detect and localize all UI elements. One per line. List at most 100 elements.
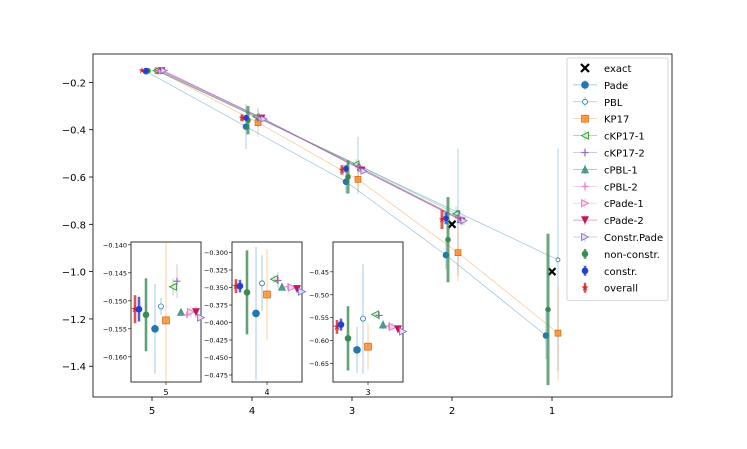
inset-point-cpade-1-shape: [288, 283, 297, 292]
y-tick-label: −0.6: [62, 173, 86, 184]
inset-y-tick-label: −0.60: [309, 337, 329, 345]
inset-point-cpade-1: [288, 283, 297, 292]
inset-point-constr--shape: [135, 305, 143, 313]
inset-x-label: 5: [163, 388, 168, 397]
series-line-ckp17-1: [155, 70, 457, 215]
legend-marker-ckp17-1: [580, 131, 589, 140]
legend-label: cPBL-1: [604, 165, 638, 176]
inset-point-kp17-shape: [162, 316, 170, 325]
legend-entry-cpade-1: cPade-1: [573, 198, 644, 210]
inset-y-tick-label: −0.65: [309, 360, 329, 368]
point-constr-: [343, 165, 349, 172]
main-plot-layer: −0.2 −0.4 −0.6 −0.8 −1.0 −1.2 −1.4 5 4 3 2 1: [62, 66, 562, 417]
point-constr-: [243, 115, 249, 121]
point-constr--shape: [243, 115, 249, 121]
legend-label: constr.: [604, 267, 637, 278]
point-non-constr-: [445, 236, 451, 243]
point-overall-shape: [438, 215, 446, 223]
point-kp17: [354, 176, 362, 183]
x-tick-label: 3: [349, 406, 355, 417]
inset-3: −0.45 −0.50 −0.55 −0.60 −0.65 3: [309, 241, 408, 397]
legend-entry-ckp17-2: cKP17-2: [573, 147, 645, 160]
inset-point-non-constr--shape: [344, 335, 352, 342]
inset-point-constr-: [236, 282, 244, 290]
legend-marker-cpade-1-shape: [581, 198, 590, 208]
inset-x-label: 4: [264, 388, 269, 397]
inset-point-pade-shape: [151, 324, 159, 333]
legend-entry-cpbl-2: cPBL-2: [573, 181, 638, 193]
inset-y-tick-label: −0.140: [103, 241, 127, 249]
legend-marker-constr--shape: [581, 267, 589, 275]
point-pbl: [555, 257, 561, 263]
legend-marker-pbl-shape: [582, 98, 588, 105]
legend-marker-constr-pade-shape: [581, 232, 590, 242]
point-exact-shape: [447, 220, 457, 229]
inset-y-tick-label: −0.375: [204, 302, 228, 310]
inset-point-pbl: [158, 303, 164, 310]
legend-marker-overall-shape: [580, 283, 590, 292]
point-non-constr--shape: [445, 236, 451, 243]
legend-label: PBL: [604, 98, 623, 109]
point-constr-pade-shape: [260, 115, 269, 123]
x-tick-label: 2: [449, 406, 455, 417]
legend-label: non-constr.: [604, 250, 660, 261]
inset-point-pade-shape: [252, 309, 260, 318]
point-overall-shape: [338, 166, 346, 173]
legend-marker-cpbl-1: [581, 165, 589, 174]
x-tick-label: 4: [249, 406, 255, 417]
inset-point-ckp17-2-shape: [274, 277, 282, 284]
point-overall: [238, 114, 246, 121]
inset-point-cpbl-1-shape: [379, 320, 387, 329]
inset-point-constr-: [337, 321, 345, 328]
point-kp17: [554, 329, 562, 337]
point-exact: [547, 267, 557, 276]
legend-entry-overall: overall: [580, 282, 638, 295]
inset-point-ckp17-2: [173, 277, 181, 285]
inset-point-constr-pade: [197, 313, 206, 322]
inset-point-non-constr-: [344, 335, 352, 342]
point-constr-: [443, 215, 449, 222]
legend-marker-pade-shape: [581, 81, 589, 89]
point-non-constr--shape: [545, 306, 551, 313]
series-line-cpbl-2: [159, 70, 461, 220]
inset-y-tick-label: −0.425: [204, 337, 228, 345]
legend-marker-non-constr-: [581, 250, 589, 258]
inset-point-pbl-shape: [259, 280, 265, 287]
y-tick-label: −1.0: [62, 268, 86, 279]
point-constr--shape: [443, 215, 449, 222]
point-overall: [138, 66, 146, 74]
inset-point-ckp17-2-shape: [375, 311, 383, 319]
inset-point-constr-pade: [399, 327, 408, 336]
inset-y-tick-label: −0.45: [309, 268, 329, 276]
y-tick-label: −0.4: [62, 126, 86, 137]
inset-y-tick-label: −0.160: [103, 353, 127, 361]
point-kp17-shape: [554, 329, 562, 337]
inset-point-pbl: [360, 315, 366, 322]
legend-marker-kp17: [581, 114, 589, 123]
inset-point-pade-shape: [353, 346, 361, 354]
inset-y-tick-label: −0.475: [204, 372, 228, 380]
point-constr-pade-shape: [460, 217, 469, 225]
legend-marker-pbl: [582, 98, 588, 105]
x-tick-label: 5: [149, 406, 155, 417]
legend-marker-overall: [580, 283, 590, 292]
inset-point-ckp17-2: [274, 277, 282, 284]
inset-4: −0.300 −0.325 −0.350 −0.375 −0.400 −0.425 −0.4…: [204, 241, 307, 397]
inset-point-cpbl-1: [177, 307, 185, 316]
legend-marker-non-constr--shape: [581, 250, 589, 258]
point-constr--shape: [343, 165, 349, 172]
inset-point-constr-pade: [298, 287, 307, 296]
inset-point-cpade-1-shape: [389, 322, 398, 332]
inset-point-cpade-2: [192, 308, 200, 317]
legend-marker-cpbl-2: [581, 182, 589, 190]
point-constr-: [143, 67, 149, 74]
legend-marker-exact-shape: [580, 63, 590, 73]
inset-y-tick-label: −0.400: [204, 319, 228, 327]
series-exact: [447, 220, 557, 276]
point-kp17: [454, 249, 462, 257]
inset-point-cpade-1-shape: [187, 307, 196, 317]
series-ckp17-2: [155, 67, 461, 225]
legend-marker-constr-: [581, 267, 589, 275]
y-tick-label: −0.2: [62, 78, 86, 89]
legend-marker-cpbl-2-shape: [581, 182, 589, 190]
